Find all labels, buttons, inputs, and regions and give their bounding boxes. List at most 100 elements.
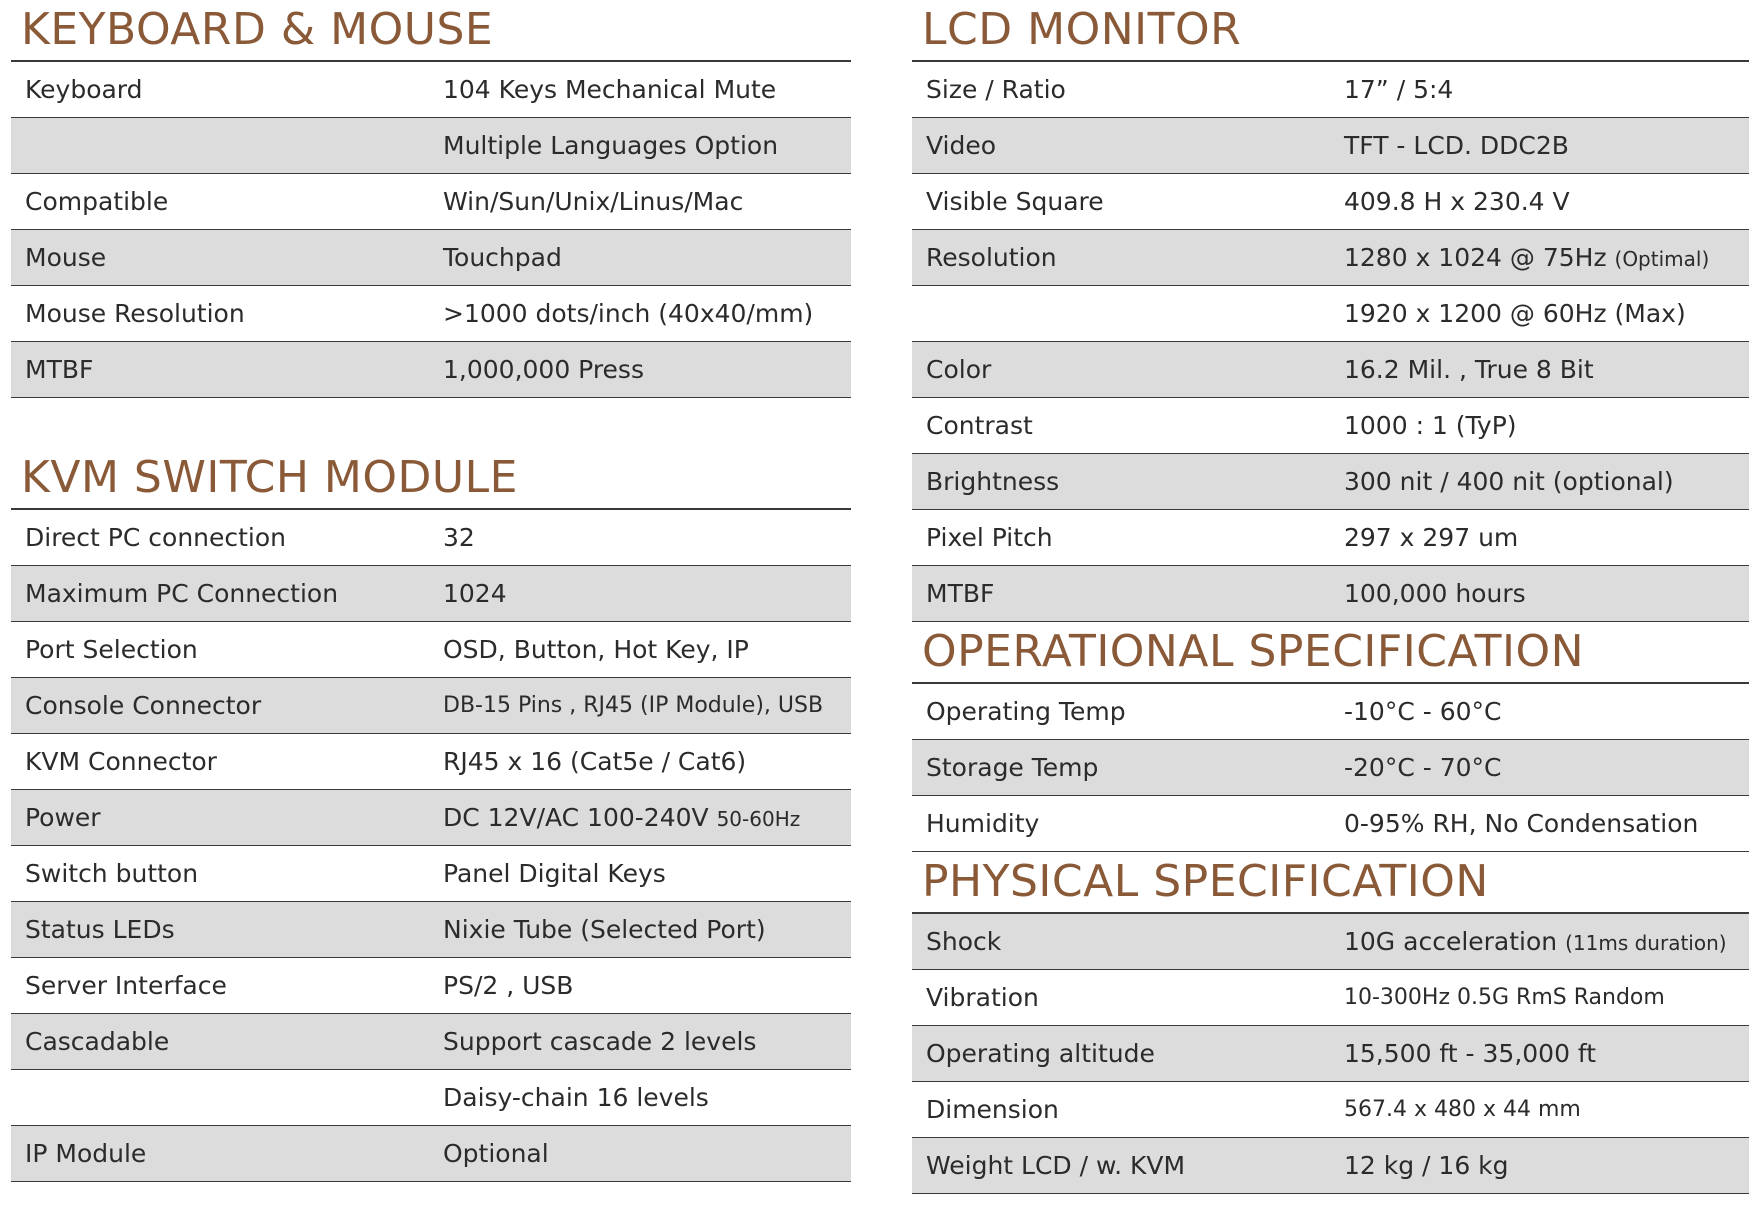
spec-value: Nixie Tube (Selected Port) (443, 915, 766, 944)
spec-key: Color (926, 355, 992, 384)
spec-row: Weight LCD / w. KVM 12 kg / 16 kg (912, 1138, 1749, 1194)
right-column: LCD MONITOR Size / Ratio 17” / 5:4 Video T… (912, 0, 1749, 1194)
spec-key: Vibration (926, 983, 1039, 1012)
lcd-monitor-title: LCD MONITOR (912, 0, 1749, 62)
spec-value: Panel Digital Keys (443, 859, 666, 888)
spec-value: 12 kg / 16 kg (1344, 1151, 1509, 1180)
spec-key: Mouse (25, 243, 107, 272)
spec-value: Support cascade 2 levels (443, 1027, 757, 1056)
spec-value: DC 12V/AC 100-240V 50-60Hz (443, 803, 800, 832)
spec-row: Direct PC connection 32 (11, 510, 851, 566)
spec-key: Contrast (926, 411, 1033, 440)
spec-row: 1920 x 1200 @ 60Hz (Max) (912, 286, 1749, 342)
spec-value-main: 10G acceleration (1344, 927, 1558, 956)
spec-value: Daisy-chain 16 levels (443, 1083, 709, 1112)
spec-key: MTBF (25, 355, 94, 384)
spec-row: Keyboard 104 Keys Mechanical Mute (11, 62, 851, 118)
spec-value: 300 nit / 400 nit (optional) (1344, 467, 1674, 496)
kvm-switch-section: KVM SWITCH MODULE Direct PC connection 32… (11, 448, 851, 1182)
spec-value: 10G acceleration (11ms duration) (1344, 927, 1727, 956)
spec-value: 297 x 297 um (1344, 523, 1519, 552)
keyboard-mouse-title: KEYBOARD & MOUSE (11, 0, 851, 62)
spec-key: Resolution (926, 243, 1057, 272)
spec-value: Optional (443, 1139, 549, 1168)
spec-key: Port Selection (25, 635, 198, 664)
spec-key: Brightness (926, 467, 1060, 496)
spec-row: Multiple Languages Option (11, 118, 851, 174)
spec-value: TFT - LCD. DDC2B (1344, 131, 1569, 160)
spec-row: Status LEDs Nixie Tube (Selected Port) (11, 902, 851, 958)
spec-key: Status LEDs (25, 915, 175, 944)
spec-key: Console Connector (25, 691, 262, 720)
spec-value: DB-15 Pins , RJ45 (IP Module), USB (443, 693, 824, 718)
spec-key: Operating Temp (926, 697, 1126, 726)
physical-section: PHYSICAL SPECIFICATION Shock 10G accelera… (912, 852, 1749, 1194)
spec-row: Visible Square 409.8 H x 230.4 V (912, 174, 1749, 230)
spec-key: Power (25, 803, 101, 832)
spec-key: Dimension (926, 1095, 1059, 1124)
spec-key: Video (926, 131, 997, 160)
spec-value: 104 Keys Mechanical Mute (443, 75, 777, 104)
spec-key: Visible Square (926, 187, 1104, 216)
spec-value: 32 (443, 523, 475, 552)
spec-value: 1,000,000 Press (443, 355, 644, 384)
spec-row: Operating Temp -10°C - 60°C (912, 684, 1749, 740)
spec-value: -20°C - 70°C (1344, 753, 1502, 782)
spec-key: KVM Connector (25, 747, 217, 776)
spec-value: >1000 dots/inch (40x40/mm) (443, 299, 814, 328)
spec-row: Contrast 1000 : 1 (TyP) (912, 398, 1749, 454)
spec-value: OSD, Button, Hot Key, IP (443, 635, 749, 664)
spec-value: PS/2 , USB (443, 971, 574, 1000)
spec-value-main: 1280 x 1024 @ 75Hz (1344, 243, 1607, 272)
spec-key: Humidity (926, 809, 1040, 838)
spec-row: Video TFT - LCD. DDC2B (912, 118, 1749, 174)
spec-row: Dimension 567.4 x 480 x 44 mm (912, 1082, 1749, 1138)
spec-value: 1000 : 1 (TyP) (1344, 411, 1517, 440)
spec-row: Operating altitude 15,500 ft - 35,000 ft (912, 1026, 1749, 1082)
spec-row: Maximum PC Connection 1024 (11, 566, 851, 622)
spec-row: Mouse Touchpad (11, 230, 851, 286)
spec-row: Power DC 12V/AC 100-240V 50-60Hz (11, 790, 851, 846)
spec-key: Maximum PC Connection (25, 579, 339, 608)
spec-value: Win/Sun/Unix/Linus/Mac (443, 187, 744, 216)
spec-key: Keyboard (25, 75, 143, 104)
spec-row: Color 16.2 Mil. , True 8 Bit (912, 342, 1749, 398)
spec-value: 409.8 H x 230.4 V (1344, 187, 1570, 216)
spec-key: Operating altitude (926, 1039, 1155, 1068)
spec-value: Touchpad (443, 243, 562, 272)
left-column: KEYBOARD & MOUSE Keyboard 104 Keys Mechan… (11, 0, 851, 1182)
spec-key: Storage Temp (926, 753, 1099, 782)
spec-value-suffix: (Optimal) (1614, 247, 1710, 271)
spec-row: Switch button Panel Digital Keys (11, 846, 851, 902)
spec-row: Pixel Pitch 297 x 297 um (912, 510, 1749, 566)
spec-row: Server Interface PS/2 , USB (11, 958, 851, 1014)
spec-key: MTBF (926, 579, 995, 608)
operational-section: OPERATIONAL SPECIFICATION Operating Temp… (912, 622, 1749, 852)
spec-value-main: DC 12V/AC 100-240V (443, 803, 709, 832)
spec-key: Pixel Pitch (926, 523, 1053, 552)
spec-row: Daisy-chain 16 levels (11, 1070, 851, 1126)
spec-value: -10°C - 60°C (1344, 697, 1502, 726)
spec-key: Switch button (25, 859, 199, 888)
spec-key: Weight LCD / w. KVM (926, 1151, 1186, 1180)
spec-key: Cascadable (25, 1027, 170, 1056)
spec-value: 15,500 ft - 35,000 ft (1344, 1039, 1597, 1068)
spec-row: Mouse Resolution >1000 dots/inch (40x40/m… (11, 286, 851, 342)
spec-key: Compatible (25, 187, 169, 216)
spec-row: Console Connector DB-15 Pins , RJ45 (IP M… (11, 678, 851, 734)
physical-title: PHYSICAL SPECIFICATION (912, 852, 1749, 914)
operational-title: OPERATIONAL SPECIFICATION (912, 622, 1749, 684)
kvm-switch-title: KVM SWITCH MODULE (11, 448, 851, 510)
spec-value: Multiple Languages Option (443, 131, 779, 160)
spec-value: 10-300Hz 0.5G RmS Random (1344, 985, 1665, 1010)
spec-row: Port Selection OSD, Button, Hot Key, IP (11, 622, 851, 678)
spec-row: Humidity 0-95% RH, No Condensation (912, 796, 1749, 852)
spec-key: Size / Ratio (926, 75, 1066, 104)
spec-row: KVM Connector RJ45 x 16 (Cat5e / Cat6) (11, 734, 851, 790)
spec-row: Storage Temp -20°C - 70°C (912, 740, 1749, 796)
spec-value: 567.4 x 480 x 44 mm (1344, 1097, 1581, 1122)
spec-row: Size / Ratio 17” / 5:4 (912, 62, 1749, 118)
spec-key: Mouse Resolution (25, 299, 245, 328)
spec-row: Cascadable Support cascade 2 levels (11, 1014, 851, 1070)
spec-value-suffix: (11ms duration) (1565, 931, 1727, 955)
